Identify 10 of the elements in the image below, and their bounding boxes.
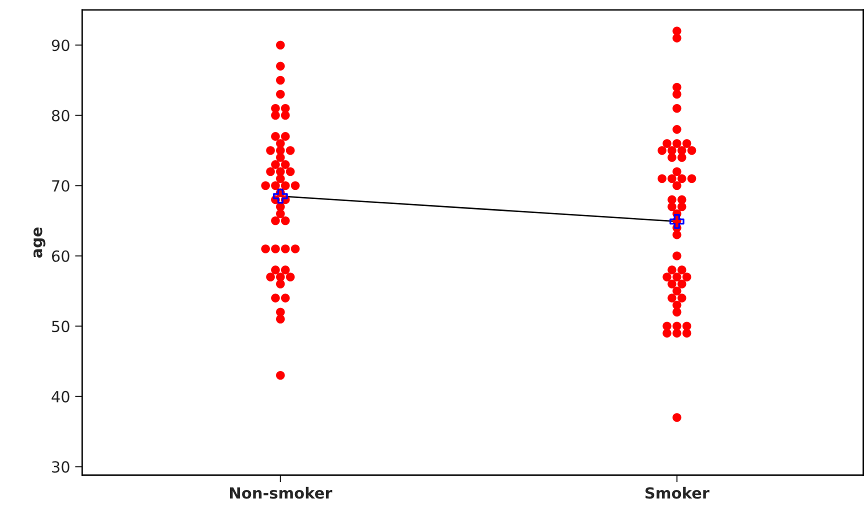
y-tick-label: 40 xyxy=(52,390,70,402)
x-tick-label: Non-smoker xyxy=(230,486,332,499)
y-tick-label: 30 xyxy=(52,461,70,473)
x-tick-label: Smoker xyxy=(645,486,710,499)
y-tick-label: 70 xyxy=(52,180,70,192)
y-axis-title: age xyxy=(34,227,46,258)
y-tick-label: 50 xyxy=(52,320,70,332)
y-tick-label: 60 xyxy=(52,250,70,262)
y-tick-label: 90 xyxy=(52,40,70,52)
y-tick-label: 80 xyxy=(52,110,70,122)
